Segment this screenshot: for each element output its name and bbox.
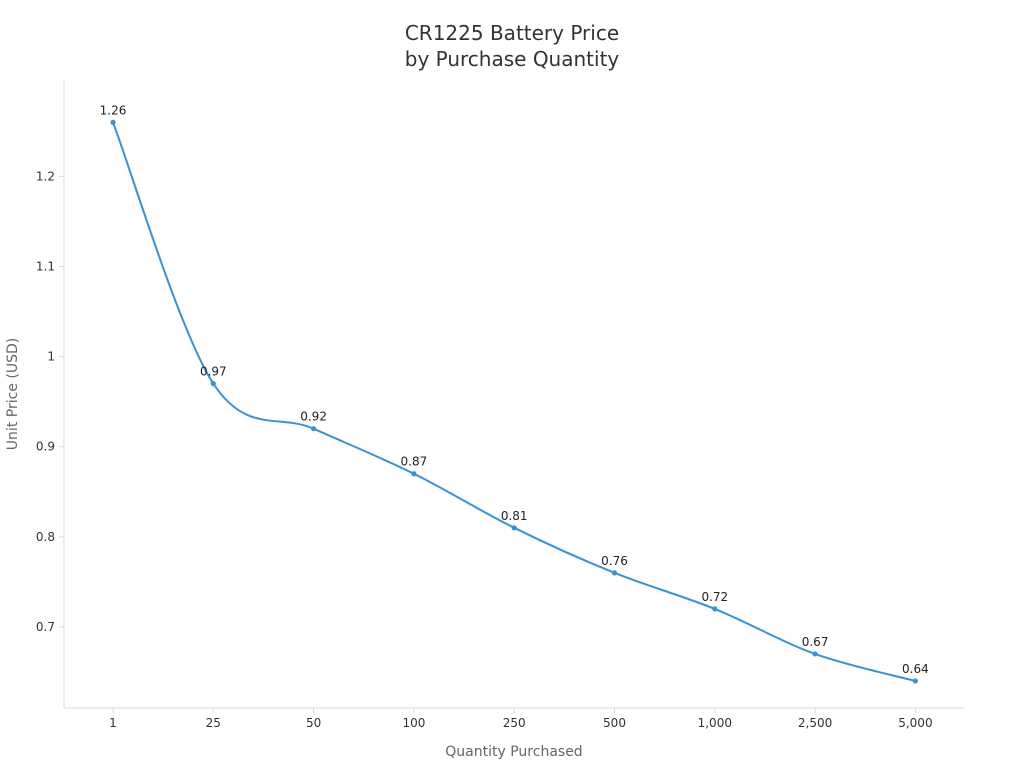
chart-title-line-2: by Purchase Quantity (405, 47, 620, 71)
x-tick-label: 1,000 (698, 716, 732, 730)
x-axis-title: Quantity Purchased (445, 744, 582, 760)
data-label: 0.87 (401, 455, 428, 469)
data-point (210, 381, 216, 387)
data-point (511, 525, 517, 531)
data-point (611, 570, 618, 576)
x-tick-label: 25 (206, 716, 221, 730)
series-line (112, 121, 916, 682)
data-points (110, 119, 919, 684)
data-label: 0.72 (701, 590, 728, 604)
data-label: 0.67 (802, 635, 829, 649)
y-tick-label: 0.9 (36, 440, 55, 454)
data-point (311, 426, 317, 432)
x-tick-label: 100 (402, 716, 425, 730)
data-label: 0.92 (300, 410, 327, 424)
x-tick-label: 500 (603, 716, 626, 730)
x-tick-label: 2,500 (798, 716, 832, 730)
data-label: 0.64 (902, 662, 929, 676)
y-tick-label: 1 (47, 350, 55, 364)
y-axis-ticks: 0.7 0.8 0.9 1 1.1 1.2 (36, 169, 64, 634)
y-tick-label: 1.1 (36, 260, 55, 274)
y-axis-title: Unit Price (USD) (5, 338, 21, 450)
data-point (712, 606, 718, 612)
data-point (411, 471, 417, 477)
x-tick-label: 250 (503, 716, 526, 730)
y-tick-label: 0.8 (36, 530, 55, 544)
data-label: 0.81 (501, 509, 528, 523)
y-tick-label: 1.2 (36, 169, 55, 183)
x-tick-label: 5,000 (898, 716, 932, 730)
data-point (912, 678, 919, 684)
y-tick-label: 0.7 (36, 620, 55, 634)
data-point (110, 119, 116, 125)
x-axis-ticks: 1 25 50 100 250 500 1,000 2,500 5,000 (109, 708, 933, 730)
x-tick-label: 50 (306, 716, 321, 730)
data-label: 0.97 (200, 365, 227, 379)
data-label: 1.26 (100, 103, 127, 117)
data-labels: 1.26 0.97 0.92 0.87 0.81 0.76 0.72 0.67 0.64 (100, 103, 929, 676)
x-tick-label: 1 (109, 716, 117, 730)
data-point (812, 651, 818, 657)
data-label: 0.76 (601, 554, 628, 568)
chart-title-line-1: CR1225 Battery Price (405, 21, 619, 45)
